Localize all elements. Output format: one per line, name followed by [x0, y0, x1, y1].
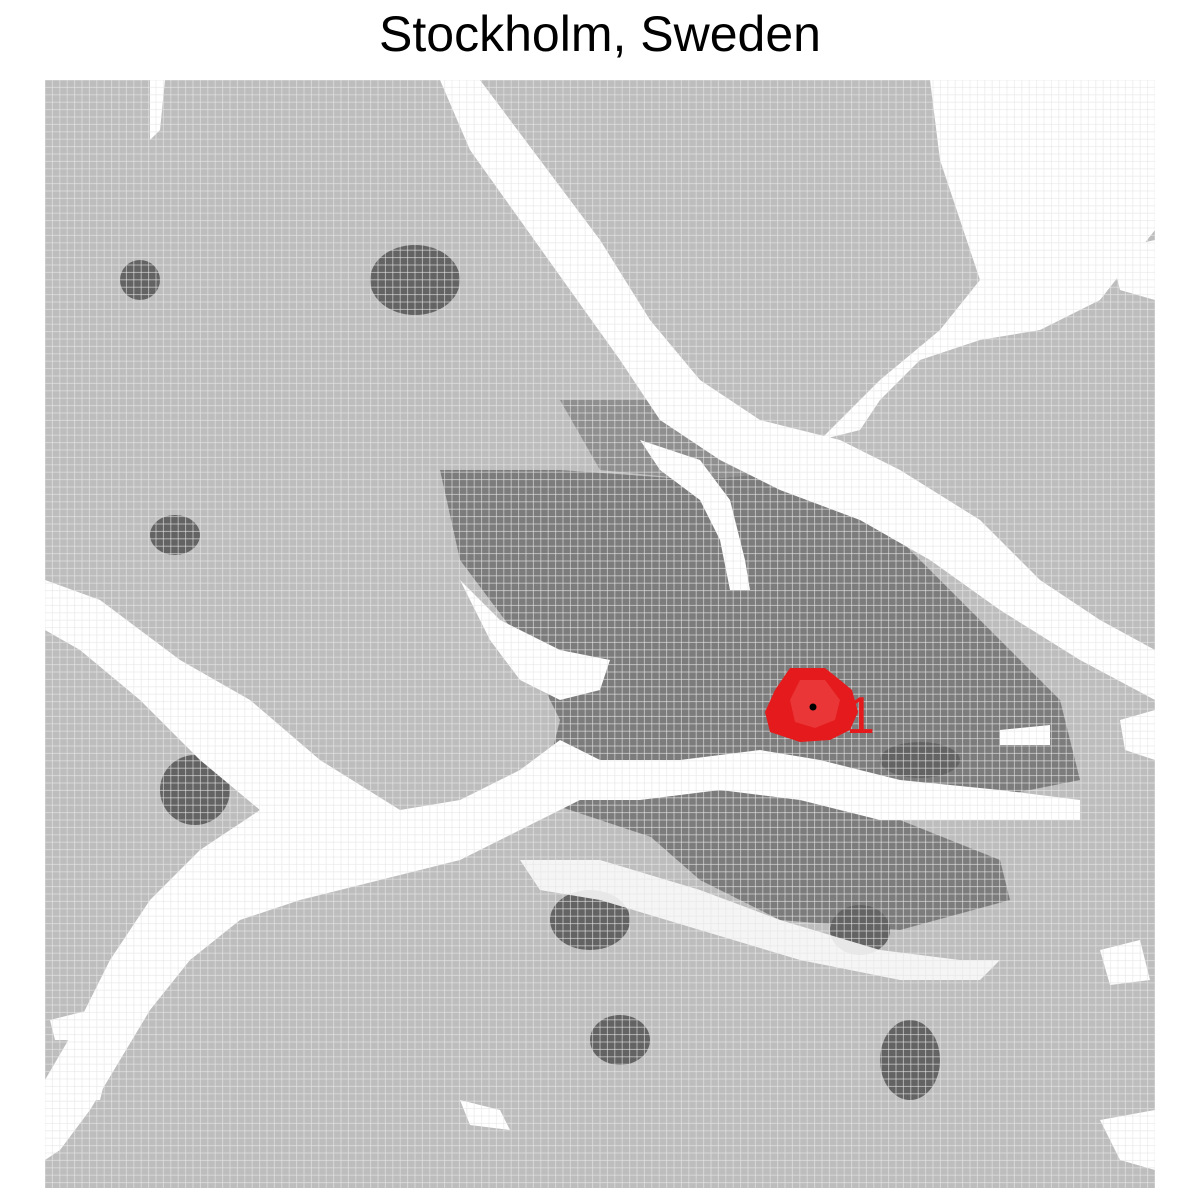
raster-grid: [45, 80, 1155, 1188]
map-title: Stockholm, Sweden: [379, 6, 821, 62]
center-point: [809, 703, 817, 711]
marker-label: 1: [846, 687, 875, 745]
